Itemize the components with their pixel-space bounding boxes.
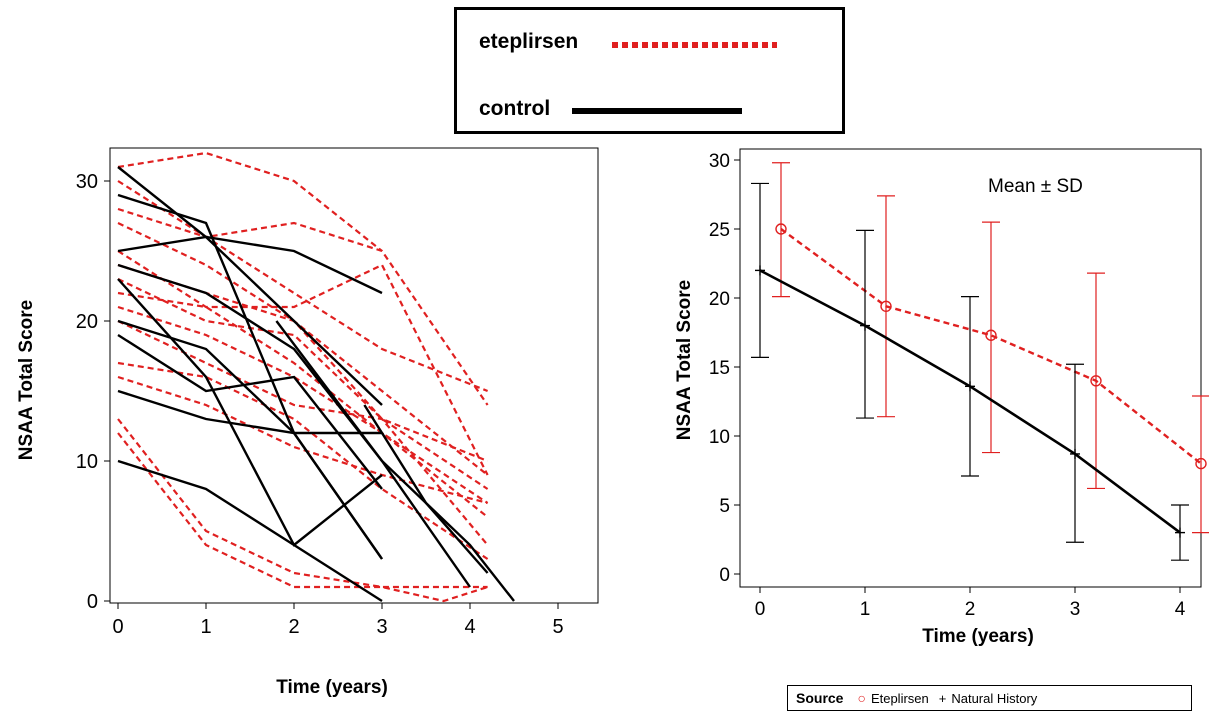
legend-box: eteplirsen control xyxy=(454,7,845,134)
eteplirsen-mean-point xyxy=(1090,375,1102,387)
legend-line-control xyxy=(572,108,742,114)
x-tick-label: 0 xyxy=(755,599,766,620)
eteplirsen-patient-line xyxy=(117,305,489,518)
y-axis-label: NSAA Total Score xyxy=(16,300,37,460)
control-patient-line xyxy=(117,278,383,547)
source-legend-eteplirsen-label: Eteplirsen xyxy=(870,690,929,706)
eteplirsen-error-bar xyxy=(772,162,790,298)
plot-frame xyxy=(109,147,599,604)
y-tick-label: 5 xyxy=(719,496,730,517)
eteplirsen-patient-line xyxy=(117,207,489,393)
legend-label-control: control xyxy=(479,97,551,120)
y-tick-label: 20 xyxy=(76,311,98,333)
control-patient-line xyxy=(117,193,383,560)
eteplirsen-patient-line xyxy=(117,151,383,252)
eteplirsen-patient-line xyxy=(117,418,488,589)
eteplirsen-error-bar xyxy=(982,221,1000,454)
circle-marker-icon: ○ xyxy=(857,690,866,706)
x-axis-label: Time (years) xyxy=(276,677,388,698)
x-tick-label: 5 xyxy=(552,616,563,638)
x-tick-label: 2 xyxy=(288,616,299,638)
x-tick-label: 2 xyxy=(965,599,976,620)
control-patient-line xyxy=(117,319,383,560)
y-tick-label: 10 xyxy=(709,427,730,448)
x-axis-label: Time (years) xyxy=(922,626,1034,647)
natural-history-mean-point xyxy=(1070,448,1080,459)
x-tick-label: 4 xyxy=(464,616,475,638)
x-tick-label: 3 xyxy=(1070,599,1081,620)
eteplirsen-mean-point xyxy=(1195,457,1207,470)
eteplirsen-patient-line xyxy=(117,250,489,476)
y-tick-label: 10 xyxy=(76,451,98,473)
eteplirsen-error-bar xyxy=(1192,395,1209,534)
eteplirsen-patient-line xyxy=(117,263,489,463)
control-patient-line xyxy=(275,320,471,588)
x-tick-label: 1 xyxy=(200,616,211,638)
source-legend-eteplirsen: ○ Eteplirsen xyxy=(857,690,928,706)
eteplirsen-mean-point xyxy=(985,329,997,341)
eteplirsen-error-bar xyxy=(877,195,895,418)
control-patient-line xyxy=(117,166,383,406)
x-tick-label: 4 xyxy=(1175,599,1186,620)
x-tick-label: 1 xyxy=(860,599,871,620)
y-tick-label: 25 xyxy=(709,220,730,241)
eteplirsen-patient-line xyxy=(117,278,489,490)
plus-marker-icon: + xyxy=(938,690,947,706)
eteplirsen-patient-line xyxy=(117,180,489,406)
x-tick-label: 3 xyxy=(376,616,387,638)
natural-history-mean-point xyxy=(755,265,765,276)
eteplirsen-error-bar xyxy=(1087,272,1105,490)
source-legend-title: Source xyxy=(796,690,844,706)
eteplirsen-mean-point xyxy=(880,300,892,312)
source-legend: Source ○ Eteplirsen + Natural History xyxy=(787,685,1192,711)
control-patient-line xyxy=(117,235,383,295)
annotation-mean-sd: Mean ± SD xyxy=(988,176,1083,197)
y-tick-label: 15 xyxy=(709,358,730,379)
eteplirsen-patient-line xyxy=(117,222,489,476)
y-tick-label: 0 xyxy=(719,565,730,586)
eteplirsen-patient-line xyxy=(117,320,489,546)
eteplirsen-mean-point xyxy=(775,223,787,235)
y-tick-label: 20 xyxy=(709,289,730,310)
individual-trajectories-chart: 0 10 20 30 0 1 2 3 4 5 Time (years) NSAA Total Scor… xyxy=(16,147,599,698)
eteplirsen-patient-line xyxy=(117,432,488,603)
control-patient-line xyxy=(117,263,515,602)
y-tick-label: 0 xyxy=(87,591,98,613)
eteplirsen-patient-line xyxy=(117,361,489,560)
y-axis-label: NSAA Total Score xyxy=(674,280,695,440)
natural-history-mean-point xyxy=(1175,527,1185,538)
control-patient-line xyxy=(117,389,382,435)
natural-history-mean-point xyxy=(860,320,870,331)
source-legend-natural-history: + Natural History xyxy=(939,691,1038,706)
natural-history-mean-point xyxy=(965,381,975,392)
mean-sd-chart: 0 5 10 15 20 25 30 0 1 2 3 4 Time (years) NSAA Total … xyxy=(674,148,1209,647)
legend-label-eteplirsen: eteplirsen xyxy=(479,30,579,53)
x-tick-label: 0 xyxy=(112,616,123,638)
source-legend-natural-history-label: Natural History xyxy=(951,690,1038,706)
y-tick-label: 30 xyxy=(76,171,98,193)
eteplirsen-patient-line xyxy=(117,291,489,504)
legend-line-eteplirsen xyxy=(612,42,777,48)
control-patient-line xyxy=(117,459,383,603)
eteplirsen-patient-line xyxy=(117,375,488,505)
y-tick-label: 30 xyxy=(709,151,730,172)
control-patient-line xyxy=(363,404,489,574)
